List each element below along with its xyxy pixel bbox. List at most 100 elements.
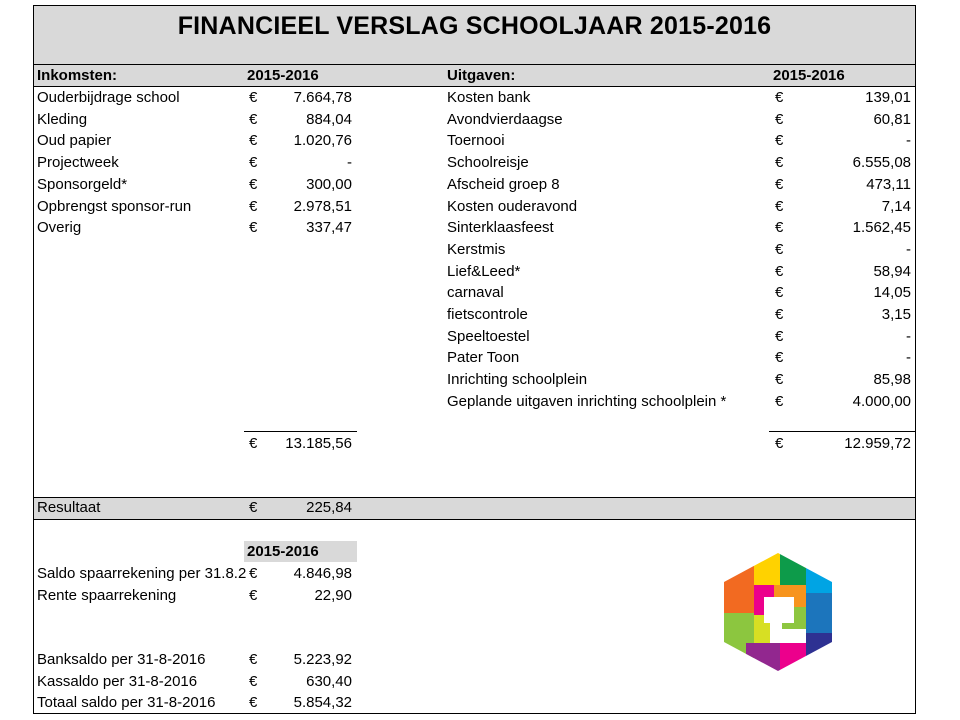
balance-row-currency: € bbox=[249, 586, 258, 604]
expense-row-label: fietscontrole bbox=[447, 306, 528, 323]
expense-row-amount: 60,81 bbox=[873, 110, 911, 128]
expense-row-amount: 139,01 bbox=[865, 89, 911, 106]
income-row-amount: 7.664,78 bbox=[293, 89, 352, 106]
income-row-currency: € bbox=[249, 110, 258, 128]
expense-row-currency: € bbox=[775, 219, 784, 237]
income-row-label: Projectweek bbox=[37, 154, 119, 172]
expense-row-label: Geplande uitgaven inrichting schoolplein… bbox=[447, 392, 727, 410]
column-header-row bbox=[34, 65, 915, 87]
expense-row-currency: € bbox=[775, 349, 784, 367]
expense-row-currency: € bbox=[775, 284, 784, 302]
expense-row-label: Pater Toon bbox=[447, 349, 520, 367]
expense-row-amount: 7,14 bbox=[881, 197, 911, 215]
expense-row-currency: € bbox=[775, 197, 784, 215]
income-row-label: Kleding bbox=[37, 110, 88, 128]
income-header: Inkomsten: bbox=[37, 67, 118, 84]
expense-row-currency: € bbox=[775, 175, 784, 193]
page-title: FINANCIEEL VERSLAG SCHOOLJAAR 2015-2016 bbox=[177, 12, 772, 40]
balances-year-cell bbox=[244, 541, 357, 562]
expenses-total-value: 12.959,72 bbox=[844, 435, 911, 452]
expense-row-currency: € bbox=[775, 154, 784, 172]
balance-total-row-amount: 5.854,32 bbox=[293, 694, 352, 712]
expense-row-currency: € bbox=[775, 392, 784, 410]
income-year-header: 2015-2016 bbox=[247, 67, 319, 84]
expense-row-amount: - bbox=[906, 132, 911, 150]
balance-total-row-amount: 5.223,92 bbox=[293, 651, 352, 668]
balance-total-row-currency: € bbox=[249, 672, 258, 690]
expense-row-amount: 85,98 bbox=[873, 371, 911, 389]
hexagon-logo-icon bbox=[724, 553, 832, 671]
income-row-amount: - bbox=[347, 154, 352, 172]
expense-row-label: Speeltoestel bbox=[447, 327, 530, 345]
expenses-total-rule bbox=[769, 431, 916, 432]
expense-row-label: Sinterklaasfeest bbox=[447, 219, 554, 237]
income-total-rule bbox=[244, 431, 357, 432]
expense-row-amount: 3,15 bbox=[881, 306, 911, 323]
expense-row-label: Toernooi bbox=[447, 132, 505, 150]
expense-row-label: carnaval bbox=[447, 284, 504, 302]
expense-row-amount: - bbox=[906, 327, 911, 345]
expense-row-amount: 14,05 bbox=[873, 284, 911, 302]
expenses-header: Uitgaven: bbox=[447, 67, 516, 84]
income-row-label: Overig bbox=[37, 219, 82, 237]
income-row-currency: € bbox=[249, 219, 258, 237]
expense-row-amount: 473,11 bbox=[866, 175, 911, 193]
income-row-label: Oud papier bbox=[37, 132, 112, 150]
income-row-amount: 884,04 bbox=[306, 110, 352, 128]
expense-row-currency: € bbox=[775, 306, 784, 323]
balance-total-row-label: Totaal saldo per 31-8-2016 bbox=[37, 694, 216, 712]
balance-row-label: Saldo spaarrekening per 31.8.2 bbox=[37, 565, 247, 582]
expense-row-label: Kosten bank bbox=[447, 89, 531, 106]
balances-year-header: 2015-2016 bbox=[247, 543, 319, 560]
report-frame bbox=[33, 5, 916, 714]
expense-row-amount: 6.555,08 bbox=[852, 154, 911, 172]
balance-total-row-label: Kassaldo per 31-8-2016 bbox=[37, 672, 198, 690]
result-row bbox=[34, 497, 915, 520]
income-row-label: Sponsorgeld* bbox=[37, 175, 128, 193]
expenses-year-header: 2015-2016 bbox=[773, 67, 845, 84]
balance-row-label: Rente spaarrekening bbox=[37, 586, 177, 604]
result-currency: € bbox=[249, 499, 258, 516]
balance-row-currency: € bbox=[249, 565, 258, 582]
balance-total-row-currency: € bbox=[249, 694, 258, 712]
balance-total-row-currency: € bbox=[249, 651, 258, 668]
title-band bbox=[34, 6, 915, 65]
expense-row-currency: € bbox=[775, 262, 784, 280]
result-value: 225,84 bbox=[306, 499, 352, 516]
income-row-label: Ouderbijdrage school bbox=[37, 89, 180, 106]
balance-total-row-label: Banksaldo per 31-8-2016 bbox=[37, 651, 206, 668]
expense-row-label: Avondvierdaagse bbox=[447, 110, 563, 128]
expense-row-label: Afscheid groep 8 bbox=[447, 175, 560, 193]
expense-row-currency: € bbox=[775, 371, 784, 389]
income-row-amount: 1.020,76 bbox=[293, 132, 352, 150]
expense-row-label: Schoolreisje bbox=[447, 154, 529, 172]
income-row-amount: 300,00 bbox=[306, 175, 352, 193]
expenses-total-currency: € bbox=[775, 435, 784, 452]
income-row-currency: € bbox=[249, 175, 258, 193]
expense-row-label: Lief&Leed* bbox=[447, 262, 521, 280]
expense-row-amount: - bbox=[906, 240, 911, 258]
income-total-value: 13.185,56 bbox=[285, 435, 352, 452]
balance-row-amount: 22,90 bbox=[314, 586, 352, 604]
expense-row-amount: 1.562,45 bbox=[852, 219, 911, 237]
expense-row-currency: € bbox=[775, 327, 784, 345]
income-row-currency: € bbox=[249, 154, 258, 172]
expense-row-currency: € bbox=[775, 240, 784, 258]
income-row-amount: 2.978,51 bbox=[293, 197, 352, 215]
income-row-label: Opbrengst sponsor-run bbox=[37, 197, 192, 215]
income-total-currency: € bbox=[249, 435, 258, 452]
expense-row-label: Kosten ouderavond bbox=[447, 197, 578, 215]
expense-row-label: Kerstmis bbox=[447, 240, 506, 258]
expense-row-currency: € bbox=[775, 89, 784, 106]
income-row-amount: 337,47 bbox=[306, 219, 352, 237]
expense-row-currency: € bbox=[775, 110, 784, 128]
expense-row-amount: 58,94 bbox=[873, 262, 911, 280]
expense-row-label: Inrichting schoolplein bbox=[447, 371, 588, 389]
income-row-currency: € bbox=[249, 132, 258, 150]
balance-total-row-amount: 630,40 bbox=[306, 672, 352, 690]
expense-row-amount: - bbox=[906, 349, 911, 367]
expense-row-currency: € bbox=[775, 132, 784, 150]
income-row-currency: € bbox=[249, 89, 258, 106]
result-label: Resultaat bbox=[37, 499, 101, 516]
income-row-currency: € bbox=[249, 197, 258, 215]
